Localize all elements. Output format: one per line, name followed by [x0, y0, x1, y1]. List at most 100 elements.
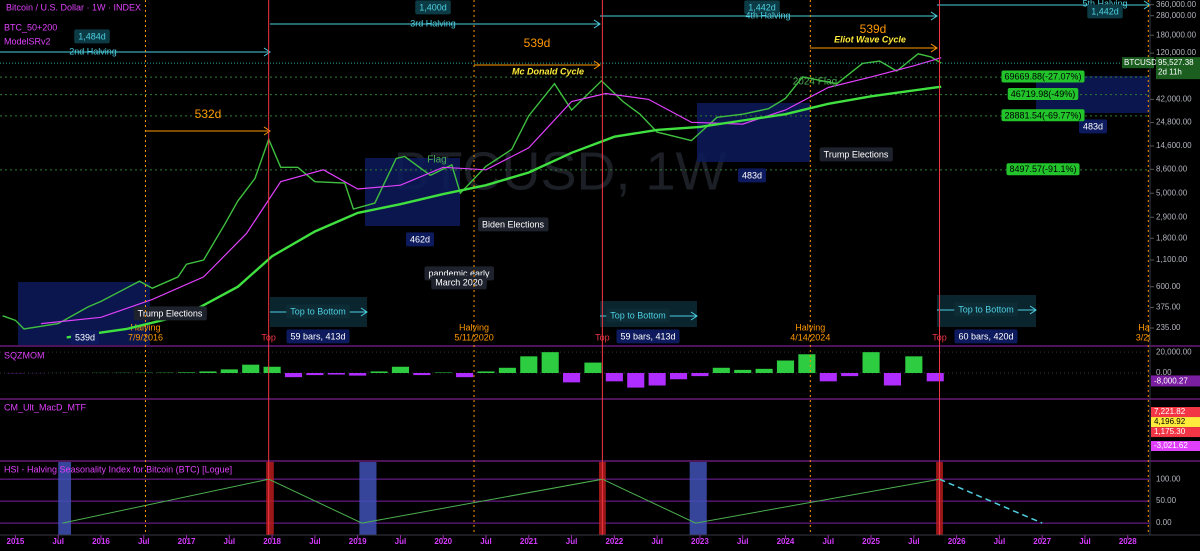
price-line	[2, 53, 942, 330]
annotation-box	[415, 0, 451, 15]
histogram-bar	[327, 373, 345, 375]
price-line	[41, 57, 942, 325]
vline-date: 4/14/2024	[790, 332, 830, 342]
level-label: 46719.98(-49%)	[1011, 89, 1076, 99]
annotation-box	[477, 217, 549, 232]
x-tick-label: Jul	[480, 537, 492, 546]
x-tick-label: Jul	[908, 537, 920, 546]
annotation-box	[954, 329, 1018, 344]
annotation-box	[405, 232, 435, 247]
annotation: Biden Elections	[482, 219, 545, 229]
annotation: March 2020	[435, 277, 483, 287]
indicator-name: BTC_50+200	[4, 22, 57, 32]
cycle-line	[939, 478, 1043, 524]
x-tick-label: Jul	[395, 537, 407, 546]
y-tick-label: 24,800.00	[1156, 118, 1192, 127]
bottom-zone	[58, 462, 72, 535]
histogram-bar	[841, 373, 859, 377]
y-tick-label: 0.00	[1156, 368, 1172, 377]
histogram-bar	[242, 364, 260, 373]
value-badge: 4,196.92	[1154, 417, 1186, 426]
last-price-bg	[1156, 57, 1200, 80]
x-tick-label: 2021	[520, 537, 538, 546]
histogram-bar	[456, 373, 474, 378]
x-tick-label: 2028	[1119, 537, 1137, 546]
histogram-bar	[862, 352, 880, 373]
panel: Halving7/9/2016Halving5/11/2020Halving4/…	[0, 0, 1150, 345]
x-tick-label: 2022	[605, 537, 623, 546]
last-badge-bg	[1122, 57, 1154, 69]
histogram-bar	[798, 354, 816, 373]
x-tick-label: 2024	[777, 537, 795, 546]
histogram-bar	[712, 367, 730, 373]
annotation: 483d	[742, 170, 762, 180]
histogram-bar	[391, 366, 410, 373]
annotation: 539d	[524, 36, 551, 50]
annotation-box	[1078, 119, 1108, 134]
symbol-title: Bitcoin / U.S. Dollar · 1W · INDEX	[6, 2, 141, 12]
annotation: 2024 Flag	[793, 77, 837, 88]
arrow-head	[263, 126, 271, 136]
vline-date: 7/9/2016	[128, 332, 163, 342]
histogram-bar	[734, 369, 752, 373]
level-label: 69669.88(-27.07%)	[1004, 71, 1081, 81]
y-tick-label: 100.00	[1156, 474, 1181, 483]
y-tick-label: 1,800.00	[1156, 233, 1188, 242]
panel-title: SQZMOM	[4, 350, 45, 360]
y-tick-label: 600.00	[1156, 282, 1181, 291]
value-badge-bg	[1151, 417, 1200, 428]
annotation: Flag	[427, 155, 446, 166]
annotation-box	[1087, 4, 1123, 19]
level-badge	[1006, 163, 1080, 176]
annotation-box	[819, 147, 893, 162]
vline-label: Halving	[459, 322, 489, 332]
histogram-bar	[520, 356, 538, 373]
histogram-bar	[306, 373, 324, 376]
y-tick-label: 14,600.00	[1156, 141, 1192, 150]
top-zone	[266, 462, 274, 535]
annotation-box	[286, 329, 350, 344]
price-line	[66, 85, 942, 339]
histogram-bar	[926, 373, 944, 382]
x-tick-label: Jul	[138, 537, 150, 546]
vline-label: Halving	[795, 322, 825, 332]
panel-title: HSI - Halving Seasonality Index for Bitc…	[4, 464, 232, 474]
bottom-zone	[689, 462, 707, 535]
level-badge	[1007, 88, 1079, 101]
annotation: 1,484d	[78, 31, 106, 41]
histogram-bar	[755, 368, 773, 373]
value-badge: 7,221.82	[1154, 407, 1186, 416]
histogram-bar	[605, 373, 623, 382]
histogram-bar	[648, 373, 666, 386]
arrow-head	[360, 307, 368, 317]
histogram-bar	[413, 373, 431, 376]
annotation: 1,442d	[1091, 6, 1119, 16]
level-badge	[1001, 109, 1085, 122]
y-tick-label: 20,000.00	[1156, 347, 1192, 356]
x-tick-label: 2023	[691, 537, 709, 546]
arrow-head	[930, 11, 938, 21]
x-tick-label: 2027	[1033, 537, 1051, 546]
x-tick-label: Jul	[994, 537, 1006, 546]
arrow-head	[593, 19, 601, 29]
annotation: Top to Bottom	[610, 310, 666, 320]
arrow-head	[1143, 0, 1150, 10]
x-tick-label: 2017	[178, 537, 196, 546]
histogram-bar	[541, 352, 559, 373]
vline-date: 5/11/2020	[454, 332, 493, 342]
x-tick-label: 2026	[948, 537, 966, 546]
y-tick-label: 120,000.00	[1156, 48, 1197, 57]
badge-bg	[1151, 375, 1200, 387]
histogram-bar	[563, 373, 581, 383]
panel-title: CM_Ult_MacD_MTF	[4, 402, 87, 412]
histogram-bar	[498, 367, 516, 373]
annotation: 59 bars, 413d	[620, 331, 675, 341]
value-badge-bg	[1151, 407, 1200, 418]
indicator-name: ModelSRv2	[4, 36, 51, 46]
arrow-head	[690, 311, 698, 321]
countdown: 2d 11h	[1158, 67, 1182, 76]
annotation-box	[737, 168, 767, 183]
y-tick-label: 50.00	[1156, 496, 1177, 505]
annotation: Trump Elections	[138, 308, 203, 318]
y-tick-label: 375.00	[1156, 303, 1181, 312]
